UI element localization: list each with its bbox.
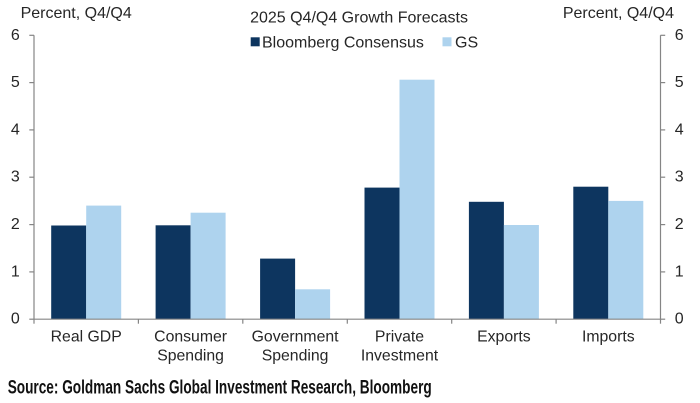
- svg-text:Bloomberg Consensus: Bloomberg Consensus: [262, 35, 424, 52]
- svg-text:2: 2: [11, 216, 20, 233]
- svg-text:Percent, Q4/Q4: Percent, Q4/Q4: [21, 5, 132, 22]
- svg-text:Real GDP: Real GDP: [51, 329, 122, 346]
- svg-text:Spending: Spending: [157, 348, 224, 365]
- svg-text:4: 4: [675, 121, 684, 138]
- svg-text:5: 5: [11, 74, 20, 91]
- svg-text:Spending: Spending: [262, 348, 329, 365]
- svg-text:3: 3: [11, 169, 20, 186]
- svg-text:GS: GS: [455, 35, 478, 52]
- svg-text:0: 0: [675, 311, 684, 328]
- svg-text:2025 Q4/Q4 Growth Forecasts: 2025 Q4/Q4 Growth Forecasts: [250, 9, 468, 26]
- svg-text:4: 4: [11, 121, 20, 138]
- svg-text:1: 1: [11, 263, 20, 280]
- svg-text:Consumer: Consumer: [154, 329, 227, 346]
- svg-text:Private: Private: [375, 329, 424, 346]
- svg-text:3: 3: [675, 169, 684, 186]
- svg-text:Imports: Imports: [582, 329, 635, 346]
- svg-text:5: 5: [675, 74, 684, 91]
- svg-text:Source: Goldman Sachs Global I: Source: Goldman Sachs Global Investment …: [8, 377, 432, 398]
- svg-text:0: 0: [11, 311, 20, 328]
- svg-text:Exports: Exports: [477, 329, 531, 346]
- svg-text:1: 1: [675, 263, 684, 280]
- svg-text:6: 6: [675, 27, 684, 44]
- svg-text:Investment: Investment: [361, 348, 439, 365]
- svg-text:2: 2: [675, 216, 684, 233]
- svg-text:Percent, Q4/Q4: Percent, Q4/Q4: [563, 5, 674, 22]
- svg-text:6: 6: [11, 27, 20, 44]
- svg-text:Government: Government: [252, 329, 340, 346]
